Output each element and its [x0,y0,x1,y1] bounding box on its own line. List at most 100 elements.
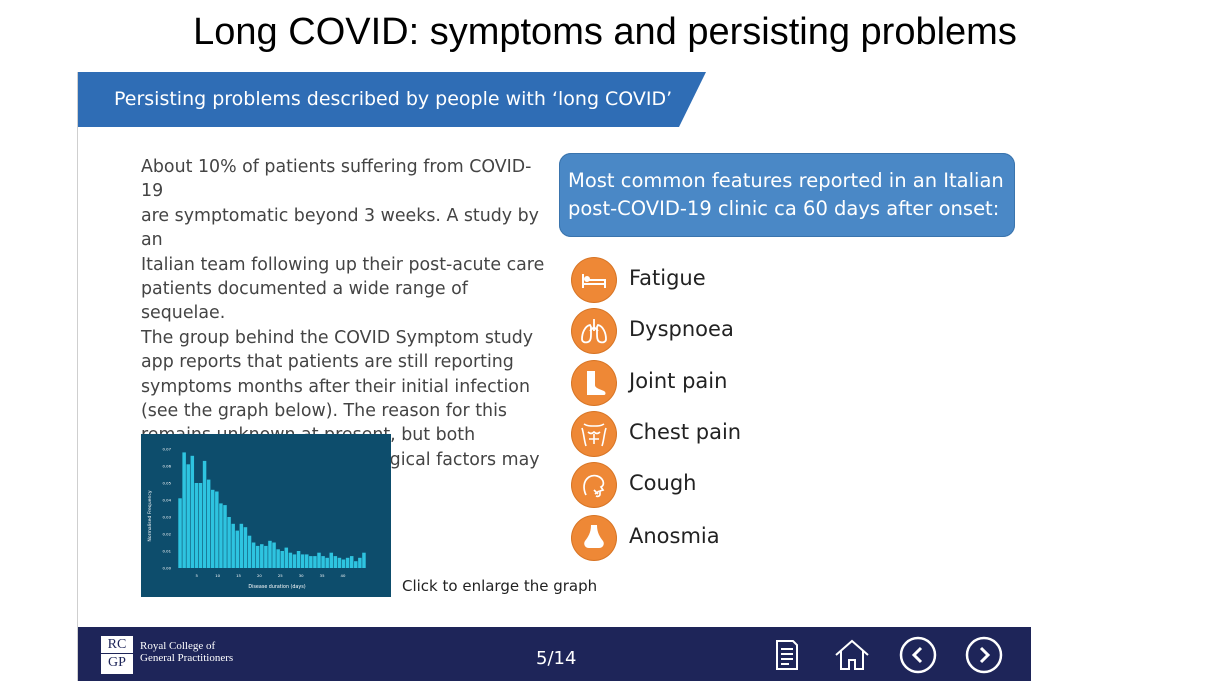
histogram-bar [202,460,207,568]
rcgp-logo: RC GP [101,636,133,674]
histogram-bar [300,554,305,568]
histogram-y-tick: 0.02 [163,532,172,537]
callout-line: Most common features reported in an Ital… [568,169,1004,192]
histogram-bar [178,498,182,568]
histogram-bar [186,464,190,568]
callout-line: post-COVID-19 clinic ca 60 days after on… [568,197,1000,220]
histogram-bar [358,557,362,568]
torso-icon [572,412,616,456]
histogram-bar [243,527,248,568]
histogram-x-tick: 35 [320,573,325,578]
histogram-y-tick: 0.07 [163,447,172,452]
previous-button[interactable] [898,635,938,675]
histogram-bar [247,535,252,568]
histogram-bar [325,557,329,568]
body-line: The group behind the COVID Symptom study [141,327,534,348]
histogram-ylabel: Normalised Frequency [147,490,153,542]
histogram-bar [223,505,227,568]
histogram-bar [317,552,321,568]
histogram-bar [313,556,317,568]
cough-icon [572,463,616,507]
histogram-y-tick: 0.04 [163,498,172,503]
org-line: General Practitioners [140,652,234,664]
histogram-bar [215,491,219,568]
body-line: are symptomatic beyond 3 weeks. A study … [141,205,539,251]
symptom-label: Fatigue [629,266,706,290]
foot-icon [572,361,616,405]
body-line: (see the graph below). The reason for th… [141,401,507,422]
histogram-x-tick: 25 [278,573,283,578]
slide: Persisting problems described by people … [77,72,1031,681]
histogram-bar [276,549,280,568]
histogram-bar [235,530,240,568]
histogram-y-tick: 0.03 [163,515,172,520]
bed-icon [572,258,616,302]
histogram-bar [211,489,215,568]
next-button[interactable] [964,635,1004,675]
histogram-bar [329,552,334,568]
page-number: 5/14 [536,648,577,669]
nose-icon [572,516,616,560]
section-banner: Persisting problems described by people … [78,72,706,127]
histogram-bar [255,545,260,568]
histogram-bar [219,503,223,568]
histogram-bar [272,542,276,568]
histogram-x-tick: 10 [215,573,220,578]
histogram-x-tick: 15 [236,573,241,578]
histogram-bar [194,483,199,568]
document-button[interactable] [767,635,807,675]
histogram-bar [198,483,203,568]
histogram-y-tick: 0.01 [163,549,172,554]
histogram-x-tick: 5 [196,573,199,578]
histogram-bar [345,557,350,568]
histogram-bar [296,551,301,568]
histogram-bar [182,452,186,568]
histogram-y-tick: 0.06 [163,464,172,469]
histogram-bar [280,551,284,568]
home-icon [835,639,869,670]
callout-box: Most common features reported in an Ital… [559,153,1015,237]
org-line: Royal College of [140,640,216,652]
histogram-x-tick: 20 [257,573,262,578]
symptom-label: Dyspnoea [629,317,734,341]
histogram-bar [288,552,293,568]
chevron-right-icon [965,636,1003,674]
histogram-xlabel: Disease duration (days) [248,584,305,590]
histogram-x-tick: 40 [341,573,346,578]
histogram-x-tick: 30 [299,573,304,578]
histogram-bar [333,556,338,568]
symptom-label: Joint pain [629,369,728,393]
enlarge-graph-link[interactable]: Click to enlarge the graph [402,577,598,595]
home-button[interactable] [832,635,872,675]
footer-bar: RC GP Royal College of General Practitio… [78,627,1031,681]
histogram-bar [251,542,256,568]
histogram-bar [227,517,231,568]
body-line: Italian team following up their post-acu… [141,254,545,275]
logo-line: GP [108,655,126,670]
histogram-bar [362,552,366,568]
lungs-icon [572,309,616,353]
histogram-y-tick: 0.00 [163,566,172,571]
callout-text: Most common features reported in an Ital… [568,167,1008,223]
histogram-y-tick: 0.05 [163,481,172,486]
histogram-bar [264,545,268,568]
histogram-bar [190,455,195,568]
chevron-left-icon [899,636,937,674]
body-line: app reports that patients are still repo… [141,352,514,373]
histogram-bar [354,561,358,568]
symptom-label: Cough [629,471,697,495]
duration-histogram[interactable]: 0.07 0.06 0.05 0.04 0.03 0.02 0.01 0.00 5 10 15 20… [141,434,391,597]
histogram-bar [305,554,309,568]
histogram-bar [337,557,342,568]
symptom-label: Chest pain [629,420,742,444]
histogram-bar [349,556,354,568]
histogram-bar [292,554,297,568]
banner-title: Persisting problems described by people … [114,88,673,110]
logo-line: RC [101,636,133,654]
histogram-bar [284,547,289,568]
body-line: About 10% of patients suffering from COV… [141,157,532,202]
histogram-bar [206,479,211,568]
histogram-bar [260,544,264,568]
org-name: Royal College of General Practitioners [140,640,233,664]
page-title: Long COVID: symptoms and persisting prob… [193,11,1017,53]
